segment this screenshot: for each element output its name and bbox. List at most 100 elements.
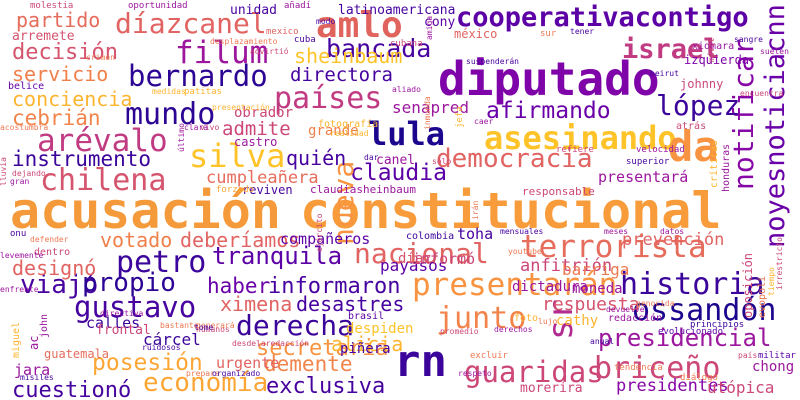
word-derecha: derecha bbox=[236, 309, 355, 342]
word-beirut: beirut bbox=[650, 69, 679, 78]
word-honduras: honduras bbox=[721, 143, 732, 192]
word-respeto: respeto bbox=[458, 369, 492, 378]
word-alicia: alicia bbox=[331, 332, 404, 356]
word-desastres: desastres bbox=[296, 292, 405, 316]
word-historia: historia bbox=[620, 267, 765, 302]
word-respuesta: respuesta bbox=[542, 294, 640, 315]
word-irrestricto: irrestricto bbox=[775, 237, 784, 290]
word-admite: admite bbox=[222, 118, 291, 140]
word-foto: foto bbox=[514, 313, 539, 324]
word-chilena: chilena bbox=[40, 163, 167, 198]
word-superior: superior bbox=[626, 157, 670, 167]
word-caer: caer bbox=[474, 117, 494, 126]
word-partido: partido bbox=[16, 8, 101, 32]
word-votado: votado bbox=[100, 228, 173, 252]
word-anfitrion: anfitrión bbox=[520, 256, 613, 276]
word-presentara: presentará bbox=[598, 168, 689, 186]
word-molestia: molestia bbox=[30, 1, 74, 11]
word-velocidad: velocidad bbox=[636, 145, 685, 155]
word-guatemala: guatemala bbox=[44, 347, 110, 361]
word-youtube: youtube bbox=[508, 247, 542, 256]
word-brasil: brasil bbox=[348, 311, 385, 322]
word-excluir: excluir bbox=[470, 351, 508, 361]
word-lujo: lujo bbox=[538, 317, 558, 326]
word-amiga: amiga bbox=[425, 15, 434, 40]
word-realidad: realidad bbox=[330, 129, 369, 138]
word-afirmando: afirmando bbox=[486, 98, 611, 124]
word-onu: onu bbox=[10, 229, 27, 239]
word-designo: designó bbox=[12, 256, 97, 280]
word-patitas: patitas bbox=[184, 87, 222, 97]
word-informaron: informaron bbox=[268, 274, 401, 299]
word-sheinbaum: sheinbaum bbox=[294, 44, 403, 68]
word-medidas: medidas bbox=[152, 87, 186, 96]
word-pinera: piñera bbox=[340, 341, 391, 357]
word-prepara: prepara bbox=[186, 369, 220, 378]
word-canel: canel bbox=[376, 153, 416, 168]
word-john: john bbox=[39, 313, 50, 338]
word-desdelaredaccion: desdelaredacción bbox=[232, 339, 310, 348]
word-dialogo: diálogo bbox=[680, 373, 718, 383]
word-sangre: sangre bbox=[734, 35, 763, 44]
word-acusacion: acusación bbox=[10, 182, 281, 240]
word-israel: israel bbox=[622, 34, 720, 65]
word-claudia: claudia bbox=[350, 160, 447, 186]
word-tranquila: tranquila bbox=[212, 242, 343, 270]
word-democracia: democracia bbox=[436, 144, 593, 174]
word-cooperativacontigo: cooperativacontigo bbox=[456, 2, 749, 33]
word-cuba: cuba bbox=[294, 35, 316, 45]
word-moneda: moneda bbox=[572, 281, 623, 297]
word-despiden: despiden bbox=[346, 321, 414, 337]
word-claudiasheinbaum: claudiasheinbaum bbox=[310, 183, 416, 196]
word-junto: junto bbox=[436, 301, 527, 336]
word-morerira: morerira bbox=[520, 381, 583, 396]
word-principios: principios bbox=[690, 320, 745, 330]
word-dictadura: dictadura bbox=[512, 279, 588, 295]
word-fotografia: fotografía bbox=[318, 119, 379, 130]
word-nacional: nacional bbox=[354, 237, 489, 270]
word-exclusiva: exclusiva bbox=[266, 374, 386, 399]
word-terrorista: terrorista bbox=[520, 229, 707, 265]
word-oportunidad: oportunidad bbox=[128, 1, 188, 11]
word-bastante: bastante bbox=[160, 321, 199, 330]
word-deberiamos: deberíamos bbox=[180, 228, 301, 252]
word-criticas: críticas bbox=[709, 139, 720, 188]
word-xiomara: xiomara bbox=[692, 41, 735, 52]
word-utopica: utópica bbox=[707, 378, 775, 397]
word-conciencia: conciencia bbox=[12, 87, 133, 111]
word-derechos: derechos bbox=[494, 325, 533, 334]
word-dar: dar bbox=[364, 153, 379, 162]
word-solo: sólo bbox=[432, 157, 452, 166]
word-ejercito: ejército bbox=[315, 213, 324, 252]
word-carcel: cárcel bbox=[143, 330, 201, 349]
word-bernardo: bernardo bbox=[128, 59, 268, 93]
word-anadi: añadí bbox=[284, 1, 312, 11]
word-propio: propio bbox=[82, 268, 176, 298]
word-responsable: responsable bbox=[522, 185, 595, 198]
word-enfrente: enfrente bbox=[0, 285, 39, 294]
word-payasos: payasos bbox=[380, 256, 448, 275]
word-lula: lula bbox=[368, 115, 446, 153]
word-forzado: forzado bbox=[216, 185, 254, 195]
word-movil: móvil bbox=[707, 37, 716, 62]
word-ximena: ximena bbox=[220, 292, 293, 316]
word-frontal: frontal bbox=[96, 323, 151, 338]
word-obrador: obrador bbox=[234, 105, 294, 121]
word-mensuales: mensuales bbox=[500, 227, 544, 236]
word-constitucional: constitucional bbox=[300, 182, 722, 240]
word-jefa: jefa bbox=[455, 106, 465, 128]
word-belice: belice bbox=[8, 81, 45, 92]
word-instrumento: instrumento bbox=[12, 147, 152, 171]
word-posesion: posesión bbox=[92, 350, 203, 376]
word-dejando: dejando bbox=[12, 169, 46, 178]
word-viajo: viajó bbox=[20, 270, 99, 300]
word-grande: grande bbox=[308, 123, 359, 139]
word-militar: militar bbox=[758, 351, 796, 361]
word-senapred: senapred bbox=[392, 98, 470, 117]
word-generara: generará bbox=[196, 321, 235, 330]
word-mexico-acc: méxico bbox=[454, 27, 498, 41]
word-dentro: dentro bbox=[34, 247, 71, 258]
word-arremete: arremete bbox=[12, 29, 75, 44]
word-diaz: díaz bbox=[398, 251, 432, 267]
word-ruidosos: ruidosos bbox=[142, 343, 181, 352]
